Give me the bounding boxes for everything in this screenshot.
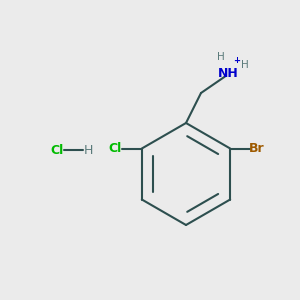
Text: Cl: Cl: [108, 142, 122, 155]
Text: +: +: [233, 56, 241, 64]
Text: Cl: Cl: [50, 143, 64, 157]
Text: H: H: [84, 143, 93, 157]
Text: H: H: [241, 59, 248, 70]
Text: Br: Br: [249, 142, 265, 155]
Text: NH: NH: [218, 67, 239, 80]
Text: H: H: [217, 52, 224, 62]
